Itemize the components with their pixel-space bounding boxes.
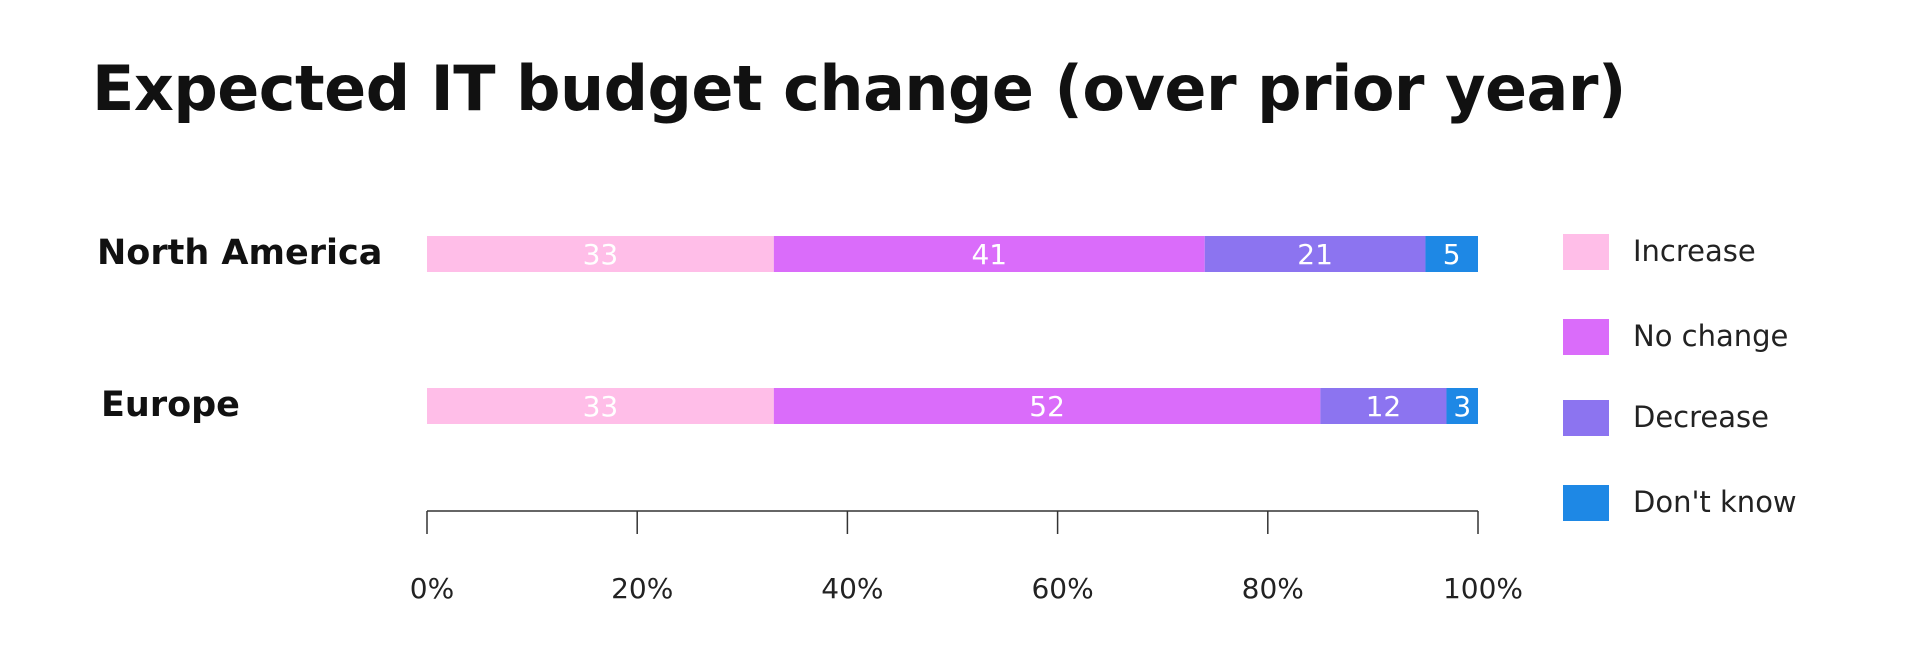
legend-label-don-t-know: Don't know [1633, 485, 1797, 519]
data-label-increase-north-america: 33 [583, 238, 619, 271]
data-label-no-change-europe: 52 [1029, 390, 1065, 423]
chart-title: Expected IT budget change (over prior ye… [92, 52, 1626, 125]
data-label-increase-europe: 33 [583, 390, 619, 423]
x-tick-label-2: 40% [821, 572, 883, 605]
bar-segment-decrease-europe [1320, 388, 1447, 424]
x-tick-label-3: 60% [1031, 572, 1093, 605]
legend-label-increase: Increase [1633, 234, 1756, 268]
legend-swatch-no-change [1563, 319, 1609, 355]
bar-segment-don-t-know-europe [1446, 388, 1478, 424]
data-label-decrease-europe: 12 [1366, 390, 1402, 423]
bar-segment-decrease-north-america [1204, 236, 1426, 272]
x-axis: 0% 20% 40% 60% 80% 100% [410, 510, 1523, 605]
x-tick-label-0: 0% [410, 572, 454, 605]
bar-segment-increase-north-america [427, 236, 774, 272]
legend-label-decrease: Decrease [1633, 400, 1769, 434]
legend-label-no-change: No change [1633, 319, 1788, 353]
data-label-no-change-north-america: 41 [971, 238, 1007, 271]
x-tick-label-4: 80% [1242, 572, 1304, 605]
data-label-don-t-know-north-america: 5 [1443, 238, 1461, 271]
category-label-north-america: North America [97, 233, 382, 273]
legend-swatch-decrease [1563, 400, 1609, 436]
x-tick-label-1: 20% [611, 572, 673, 605]
legend-swatch-increase [1563, 234, 1609, 270]
data-label-don-t-know-europe: 3 [1453, 390, 1471, 423]
legend-swatch-don-t-know [1563, 485, 1609, 521]
category-label-europe: Europe [101, 385, 240, 425]
x-tick-label-5: 100% [1443, 572, 1523, 605]
bars-group: North America 33 41 21 5 Europe 33 52 12 3 [97, 233, 1478, 425]
legend: Increase No change Decrease Don't know [1563, 234, 1797, 521]
bar-segment-no-change-europe [773, 388, 1321, 424]
bar-segment-increase-europe [427, 388, 774, 424]
data-label-decrease-north-america: 21 [1297, 238, 1333, 271]
bar-segment-no-change-north-america [773, 236, 1205, 272]
bar-segment-don-t-know-north-america [1425, 236, 1478, 272]
